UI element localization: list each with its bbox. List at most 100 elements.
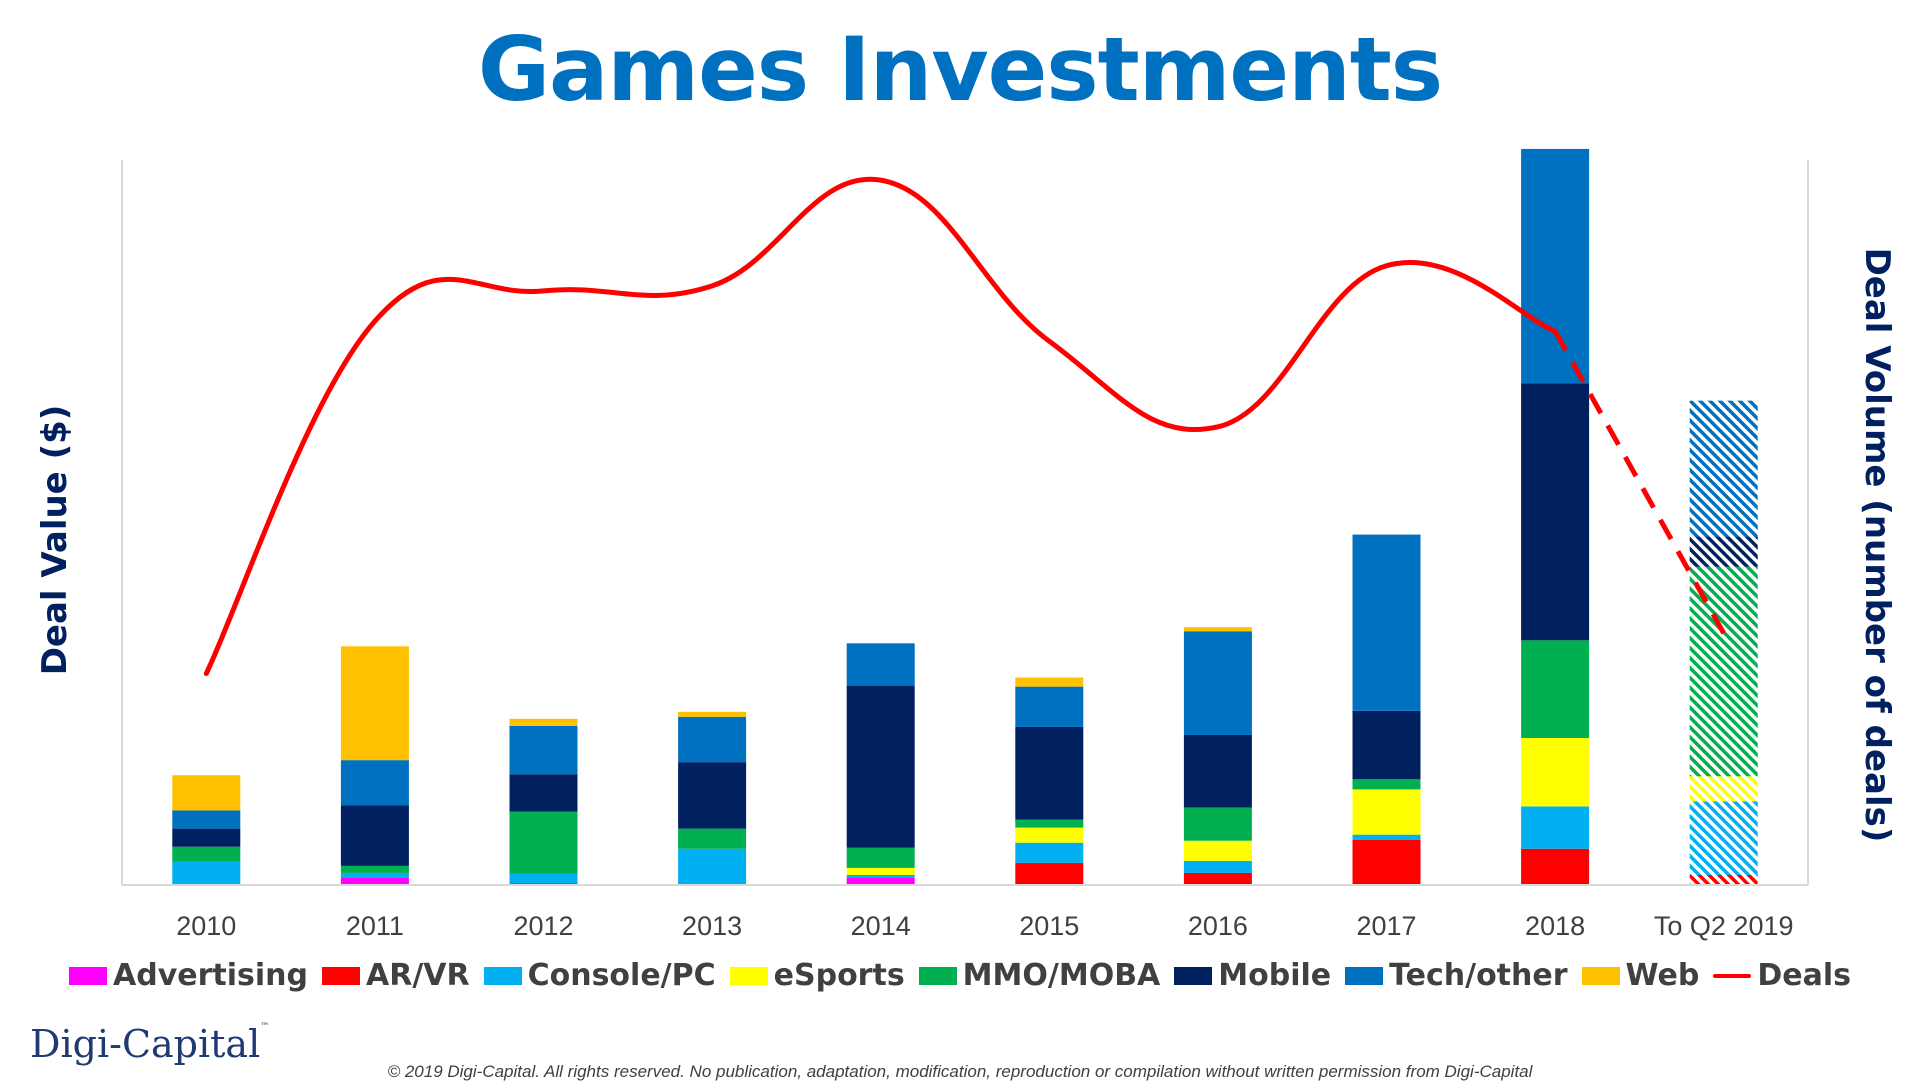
deals-line-solid	[203, 176, 1558, 677]
deals-line-layer	[203, 176, 1726, 677]
bar-segment-mobile-2016	[1183, 734, 1252, 808]
legend-label-console-pc: Console/PC	[527, 958, 716, 993]
legend-item-mobile: Mobile	[1174, 958, 1331, 993]
legend-label-ar-vr: AR/VR	[366, 958, 470, 993]
bar-segment-web-2016	[1183, 627, 1252, 632]
bar-segment-web-2013	[678, 711, 747, 717]
bar-segment-console-pc-2011	[340, 872, 409, 878]
bars-layer	[172, 148, 1758, 885]
bar-segment-console-pc-to-q2-2019	[1689, 801, 1758, 875]
bar-segment-console-pc-2018	[1521, 806, 1590, 849]
bar-segment-ar-vr-2018	[1521, 848, 1590, 884]
bar-segment-tech-other-2017	[1352, 534, 1421, 711]
bar-segment-esports-to-q2-2019	[1689, 776, 1758, 802]
bar-segment-console-pc-2012	[509, 873, 578, 883]
bar-segment-web-2015	[1015, 677, 1084, 687]
bar-segment-console-pc-2010	[172, 861, 241, 885]
legend-item-deals: Deals	[1713, 958, 1851, 993]
brand-name: Digi-Capital	[30, 1022, 261, 1066]
bar-segment-esports-2017	[1352, 789, 1421, 835]
brand-logo: Digi-Capital™	[30, 1022, 269, 1066]
bar-segment-console-pc-2014	[846, 874, 915, 878]
bar-segment-mmo-moba-2012	[509, 811, 578, 874]
bar-segment-mobile-2012	[509, 774, 578, 812]
bar-segment-mmo-moba-2018	[1521, 640, 1590, 738]
bar-segment-console-pc-2017	[1352, 834, 1421, 840]
legend-swatch-mmo-moba	[918, 966, 957, 985]
bar-segment-web-2011	[340, 646, 409, 761]
x-tick-label-2012: 2012	[513, 911, 573, 941]
bar-segment-mmo-moba-2011	[340, 865, 409, 873]
legend-item-ar-vr: AR/VR	[322, 958, 470, 993]
bar-segment-mmo-moba-2010	[172, 846, 241, 862]
bar-segment-ar-vr-2016	[1183, 872, 1252, 885]
bar-segment-web-2012	[509, 718, 578, 726]
legend-swatch-mobile	[1174, 966, 1213, 985]
bar-segment-tech-other-2015	[1015, 686, 1084, 727]
legend-label-advertising: Advertising	[113, 958, 308, 993]
bar-segment-mmo-moba-2015	[1015, 819, 1084, 828]
legend-item-console-pc: Console/PC	[483, 958, 716, 993]
x-tick-label-2010: 2010	[176, 911, 236, 941]
x-tick-label-2018: 2018	[1525, 911, 1585, 941]
bar-segment-advertising-2012	[509, 882, 578, 885]
legend-item-web: Web	[1581, 958, 1700, 993]
legend-swatch-advertising	[69, 966, 107, 985]
legend-swatch-deals	[1713, 973, 1752, 978]
bar-segment-mobile-2011	[340, 805, 409, 866]
legend-label-tech-other: Tech/other	[1389, 958, 1568, 993]
x-tick-label-2015: 2015	[1019, 911, 1079, 941]
bar-segment-console-pc-2013	[678, 848, 747, 885]
bar-segment-esports-2018	[1521, 737, 1590, 807]
bar-segment-esports-2014	[846, 867, 915, 875]
bar-segment-advertising-2011	[340, 877, 409, 885]
x-tick-label-2016: 2016	[1188, 911, 1248, 941]
x-tick-label-2014: 2014	[851, 911, 911, 941]
legend-label-mmo-moba: MMO/MOBA	[962, 958, 1161, 993]
bar-segment-mobile-2014	[846, 685, 915, 848]
legend-swatch-web	[1581, 966, 1620, 985]
brand-trademark: ™	[260, 1022, 270, 1032]
legend-item-mmo-moba: MMO/MOBA	[918, 958, 1161, 993]
bar-segment-ar-vr-2017	[1352, 839, 1421, 885]
bar-segment-esports-2016	[1183, 840, 1252, 861]
legend-swatch-tech-other	[1345, 966, 1384, 985]
bar-segment-tech-other-2010	[172, 810, 241, 829]
bar-segment-tech-other-2011	[340, 760, 409, 806]
copyright-notice: © 2019 Digi-Capital. All rights reserved…	[387, 1062, 1533, 1081]
bar-segment-mobile-2010	[172, 828, 241, 847]
bar-segment-mmo-moba-2013	[678, 828, 747, 849]
bar-segment-tech-other-to-q2-2019	[1689, 400, 1758, 537]
legend-label-web: Web	[1625, 958, 1700, 993]
bar-segment-ar-vr-2015	[1015, 862, 1084, 885]
bar-segment-tech-other-2014	[846, 643, 915, 686]
legend: Advertising AR/VR Console/PC eSports MMO/MOB…	[0, 958, 1920, 993]
bar-segment-tech-other-2013	[678, 716, 747, 763]
bar-segment-console-pc-2015	[1015, 842, 1084, 863]
legend-label-mobile: Mobile	[1218, 958, 1332, 993]
bar-segment-mmo-moba-2014	[846, 847, 915, 868]
legend-item-tech-other: Tech/other	[1345, 958, 1568, 993]
y-axis-title: Deal Value ($)	[35, 405, 75, 676]
bar-segment-mobile-2017	[1352, 710, 1421, 780]
x-tick-label-2017: 2017	[1356, 911, 1416, 941]
deals-line-dashed	[1552, 329, 1726, 635]
bar-segment-web-2010	[172, 775, 241, 811]
legend-item-esports: eSports	[729, 958, 905, 993]
bar-segment-mmo-moba-2016	[1183, 807, 1252, 841]
x-tick-label-to-q2-2019: To Q2 2019	[1654, 911, 1794, 941]
legend-swatch-esports	[729, 966, 768, 985]
x-tick-labels: 2010 2011 2012 2013 2014 2015 2016 2017 2018 To Q…	[176, 911, 1793, 941]
legend-swatch-ar-vr	[322, 966, 360, 985]
x-tick-label-2011: 2011	[346, 911, 404, 941]
legend-swatch-console-pc	[483, 966, 522, 985]
bar-segment-esports-2015	[1015, 827, 1084, 843]
y2-axis-title: Deal Volume (number of deals)	[1857, 248, 1897, 843]
bar-segment-console-pc-2016	[1183, 860, 1252, 873]
legend-item-advertising: Advertising	[69, 958, 308, 993]
bar-segment-mobile-2015	[1015, 726, 1084, 820]
bar-segment-tech-other-2016	[1183, 631, 1252, 735]
bar-segment-advertising-2014	[846, 877, 915, 885]
legend-label-deals: Deals	[1757, 958, 1851, 993]
